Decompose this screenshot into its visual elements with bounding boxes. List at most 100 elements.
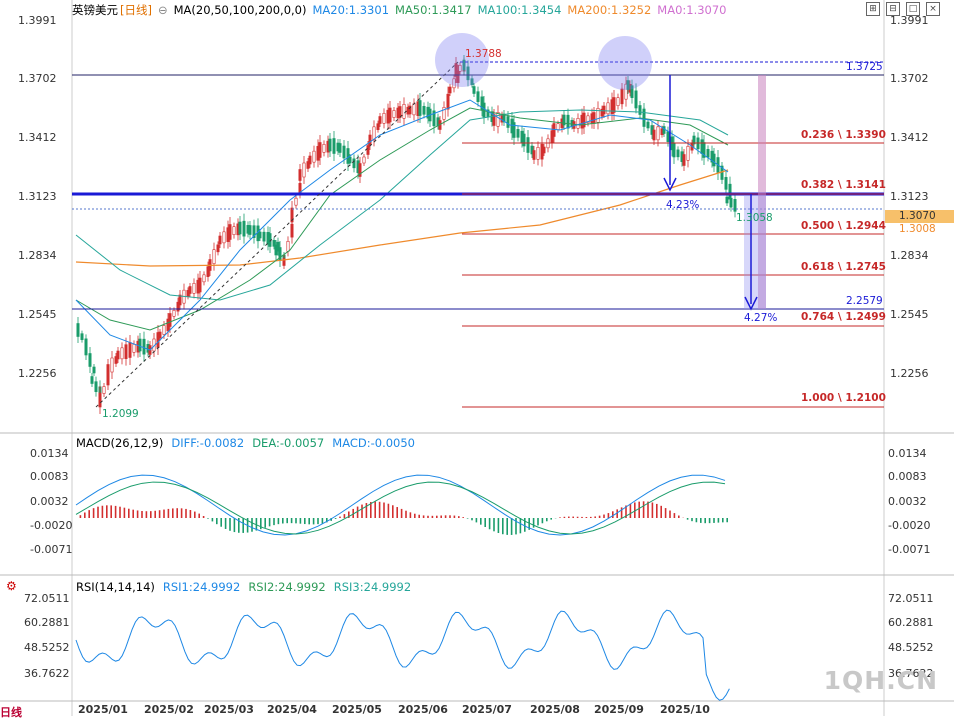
candle	[102, 386, 106, 394]
grid-icon[interactable]: ⊞	[866, 2, 880, 16]
candle	[206, 266, 210, 277]
current-price-tag: 1.3070	[885, 210, 954, 223]
macd-tick: -0.0071	[30, 543, 73, 556]
date-tick: 2025/07	[462, 703, 512, 716]
period-tab[interactable]: 日线	[0, 706, 22, 719]
date-tick: 2025/03	[204, 703, 254, 716]
rsi-line	[75, 609, 730, 701]
date-tick: 2025/06	[398, 703, 448, 716]
close-icon[interactable]: ×	[926, 2, 940, 16]
candle	[124, 344, 128, 359]
candle	[216, 244, 220, 253]
last-low-label: 1.3058	[736, 212, 773, 224]
candle	[294, 197, 298, 206]
candle	[168, 313, 172, 327]
candle	[692, 135, 696, 145]
macd-tick-right: 0.0032	[888, 495, 927, 508]
price-tick-right: 1.2545	[890, 308, 929, 321]
candle	[576, 118, 580, 129]
candle	[378, 116, 382, 124]
macd-value: MACD:-0.0050	[332, 436, 416, 450]
price-tick: 1.3991	[18, 14, 57, 27]
candle	[238, 221, 242, 235]
candle	[358, 163, 362, 177]
candle	[712, 153, 716, 167]
macd-tick: 0.0134	[30, 447, 69, 460]
eye-icon[interactable]: ⊖	[157, 3, 168, 17]
ma200-value: MA200:1.3252	[567, 3, 652, 17]
ma0-value: MA0:1.3070	[657, 3, 727, 17]
candle	[318, 142, 322, 158]
settings-icon[interactable]: ⚙	[6, 579, 17, 593]
candle	[142, 338, 146, 355]
date-tick: 2025/10	[660, 703, 710, 716]
candle	[672, 142, 676, 158]
date-tick: 2025/08	[530, 703, 580, 716]
macd-tick-right: 0.0083	[888, 470, 927, 483]
date-tick: 2025/01	[78, 703, 128, 716]
minimize-icon[interactable]: ⊟	[886, 2, 900, 16]
dea-line	[75, 481, 726, 535]
candle	[128, 342, 132, 358]
candle	[366, 145, 370, 155]
macd-tick-right: 0.0134	[888, 447, 927, 460]
candle	[398, 106, 402, 118]
candle	[422, 106, 426, 115]
candle	[526, 137, 530, 153]
candle	[98, 392, 102, 408]
period-tag[interactable]: [日线]	[120, 3, 152, 17]
rsi-label: RSI(14,14,14)	[76, 580, 155, 594]
candle	[448, 86, 452, 94]
candle	[516, 129, 520, 138]
ma-label: MA(20,50,100,200,0,0)	[173, 3, 307, 17]
maximize-icon[interactable]: □	[906, 2, 920, 16]
price-tick: 1.2256	[18, 367, 57, 380]
candle	[412, 103, 416, 116]
date-tick: 2025/05	[332, 703, 382, 716]
fib-label: 0.500 \ 1.2944	[801, 220, 886, 232]
candle	[80, 333, 84, 340]
candle	[572, 121, 576, 129]
ma20-line	[75, 99, 729, 351]
rsi2-value: RSI2:24.9992	[248, 580, 326, 594]
price-tick-right: 1.3991	[890, 14, 929, 27]
high-label: 1.3788	[465, 48, 502, 60]
ma50-value: MA50:1.3417	[395, 3, 472, 17]
resistance-label: 1.3725	[846, 61, 883, 73]
candle	[472, 86, 476, 94]
candle	[202, 274, 206, 283]
top-circle-1	[435, 33, 489, 87]
candle	[120, 347, 124, 360]
candle	[402, 104, 406, 119]
arrow-head-2	[744, 296, 758, 311]
candle	[258, 231, 262, 239]
rsi-tick: 48.5252	[24, 641, 70, 654]
fib-label: 0.236 \ 1.3390	[801, 129, 886, 141]
candle	[158, 331, 162, 339]
candle	[462, 59, 466, 71]
candle	[562, 114, 566, 126]
macd-tick-right: -0.0020	[888, 519, 931, 532]
candle	[312, 150, 316, 163]
candle	[110, 357, 114, 373]
candle	[298, 169, 302, 181]
candle	[84, 344, 88, 356]
candle	[586, 115, 590, 124]
candle	[252, 225, 256, 238]
candle	[642, 113, 646, 127]
candle	[328, 138, 332, 152]
candle	[662, 126, 666, 134]
price-tick-right: 1.3412	[890, 131, 929, 144]
candle	[388, 107, 392, 123]
fib-label: 0.618 \ 1.2745	[801, 261, 886, 273]
candle	[338, 143, 342, 153]
pct-label-1: 4.23%	[666, 199, 700, 211]
candle	[522, 133, 526, 147]
candle	[368, 134, 372, 146]
candle	[725, 196, 729, 204]
candle	[392, 110, 396, 118]
candle	[506, 116, 510, 128]
candle	[218, 235, 222, 245]
price-tick-right: 1.3702	[890, 72, 929, 85]
